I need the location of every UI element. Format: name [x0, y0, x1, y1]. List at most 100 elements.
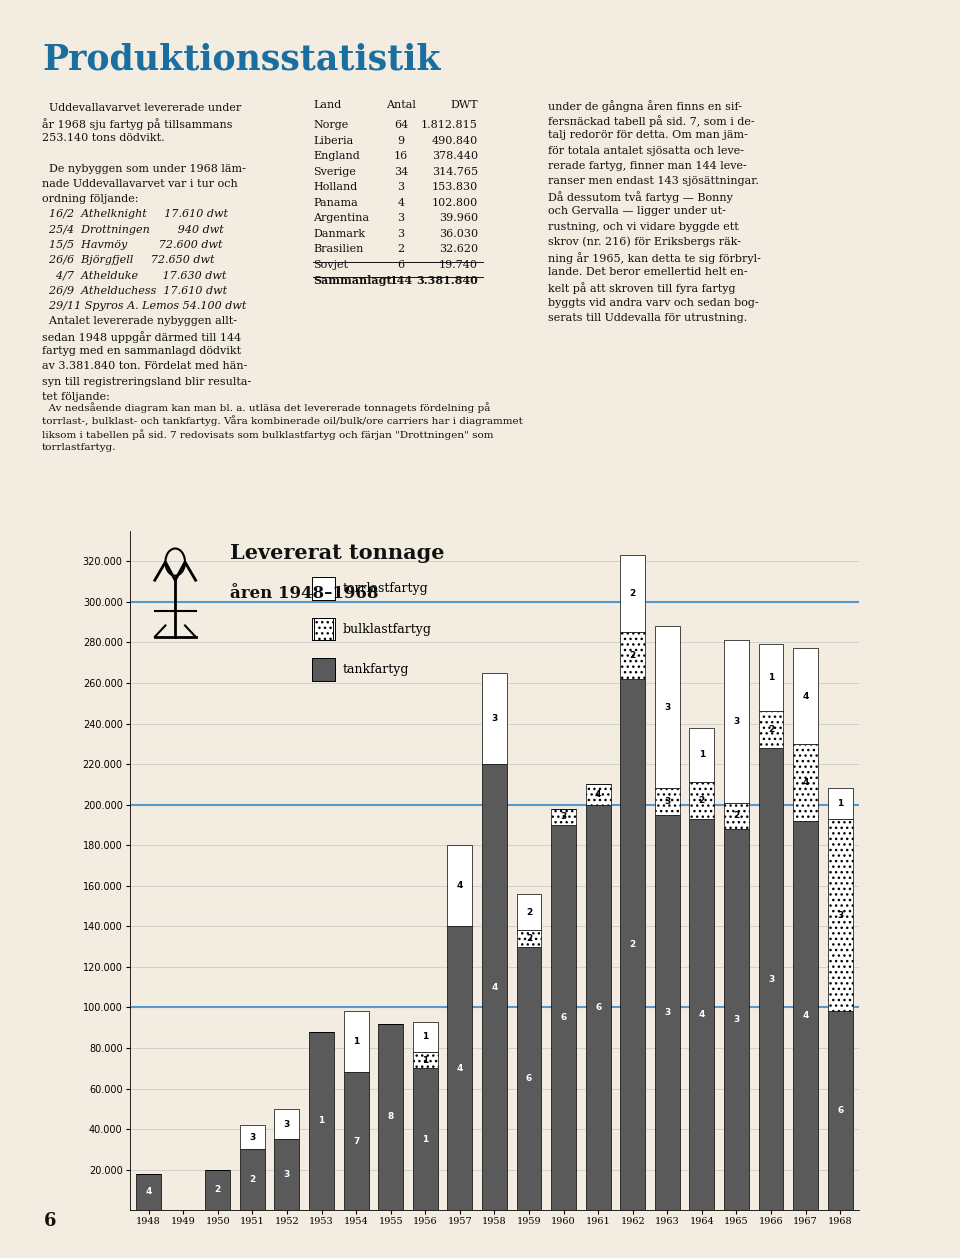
- Bar: [620, 633, 645, 679]
- Bar: [689, 727, 714, 782]
- Text: 4: 4: [492, 982, 497, 991]
- Text: 1: 1: [837, 799, 843, 808]
- Bar: [516, 894, 541, 931]
- Text: Av nedsående diagram kan man bl. a. utläsa det levererade tonnagets fördelning p: Av nedsående diagram kan man bl. a. utlä…: [42, 403, 491, 413]
- Text: lande. Det beror emellertid helt en-: lande. Det beror emellertid helt en-: [548, 267, 748, 277]
- Bar: [413, 1052, 438, 1068]
- Bar: [828, 789, 852, 819]
- Bar: [482, 673, 507, 764]
- Text: 4: 4: [699, 1010, 705, 1019]
- Text: serats till Uddevalla för utrustning.: serats till Uddevalla för utrustning.: [548, 313, 747, 323]
- Text: av 3.381.840 ton. Fördelat med hän-: av 3.381.840 ton. Fördelat med hän-: [42, 361, 248, 371]
- Text: 6: 6: [595, 1003, 601, 1011]
- Bar: [655, 789, 680, 815]
- Text: 3: 3: [397, 213, 404, 223]
- Text: tankfartyg: tankfartyg: [343, 663, 409, 676]
- Text: 3: 3: [733, 1015, 739, 1024]
- Text: 253.140 tons dödvikt.: 253.140 tons dödvikt.: [42, 133, 164, 143]
- Bar: [378, 1024, 403, 1210]
- Text: 34: 34: [394, 166, 408, 176]
- Bar: [447, 845, 472, 926]
- Text: bulklastfartyg: bulklastfartyg: [343, 623, 432, 635]
- Text: 1: 1: [353, 1038, 359, 1047]
- Bar: [620, 679, 645, 1210]
- Text: under de gångna åren finns en sif-: under de gångna åren finns en sif-: [548, 99, 742, 112]
- Text: 2: 2: [397, 244, 404, 254]
- Text: Antalet levererade nybyggen allt-: Antalet levererade nybyggen allt-: [42, 316, 237, 326]
- Text: Då dessutom två fartyg — Bonny: Då dessutom två fartyg — Bonny: [548, 191, 732, 203]
- Text: 19.740: 19.740: [439, 259, 478, 269]
- Bar: [586, 784, 611, 805]
- Text: fartyg med en sammanlagd dödvikt: fartyg med en sammanlagd dödvikt: [42, 346, 241, 356]
- Text: 4/7  Athelduke       17.630 dwt: 4/7 Athelduke 17.630 dwt: [42, 270, 227, 281]
- Text: 3.381.840: 3.381.840: [417, 276, 478, 286]
- Text: 39.960: 39.960: [439, 213, 478, 223]
- Text: 1: 1: [768, 673, 774, 682]
- Bar: [551, 825, 576, 1210]
- Text: 3: 3: [768, 975, 774, 984]
- Text: DWT: DWT: [450, 99, 478, 109]
- Text: kelt på att skroven till fyra fartyg: kelt på att skroven till fyra fartyg: [548, 282, 735, 294]
- Text: Sverige: Sverige: [313, 166, 356, 176]
- Text: 153.830: 153.830: [432, 182, 478, 192]
- Bar: [516, 931, 541, 946]
- Text: 3: 3: [397, 229, 404, 239]
- Bar: [413, 1021, 438, 1052]
- Text: 6: 6: [526, 1074, 532, 1083]
- Text: liksom i tabellen på sid. 7 redovisats som bulklastfartyg och färjan "Drottninge: liksom i tabellen på sid. 7 redovisats s…: [42, 429, 493, 440]
- Text: byggts vid andra varv och sedan bog-: byggts vid andra varv och sedan bog-: [548, 298, 758, 308]
- Text: 6: 6: [44, 1211, 57, 1230]
- Text: fersпäckad tabell på sid. 7, som i de-: fersпäckad tabell på sid. 7, som i de-: [548, 116, 755, 127]
- Text: Produktionsstatistik: Produktionsstatistik: [42, 43, 441, 77]
- Text: torrlast-, bulklast- och tankfartyg. Våra kombinerade oil/bulk/ore carriers har : torrlast-, bulklast- och tankfartyg. Vår…: [42, 415, 523, 426]
- Text: 6: 6: [837, 1106, 843, 1116]
- Text: 2: 2: [526, 907, 532, 917]
- Bar: [655, 626, 680, 789]
- Text: ranser men endast 143 sjösättningar.: ranser men endast 143 sjösättningar.: [548, 176, 758, 186]
- Bar: [758, 644, 783, 711]
- Text: Norge: Norge: [313, 121, 348, 130]
- Bar: [136, 1174, 161, 1210]
- Bar: [275, 1108, 300, 1140]
- Text: 25/4  Drottningen        940 dwt: 25/4 Drottningen 940 dwt: [42, 225, 224, 234]
- Text: Sovjet: Sovjet: [313, 259, 348, 269]
- Text: Brasilien: Brasilien: [313, 244, 364, 254]
- Text: 4: 4: [145, 1188, 152, 1196]
- Bar: [344, 1011, 369, 1072]
- Text: 4: 4: [803, 777, 808, 786]
- Text: 3: 3: [492, 715, 497, 723]
- Text: Panama: Panama: [313, 198, 358, 208]
- Text: ———————: ———————: [254, 613, 308, 623]
- Text: 1: 1: [699, 751, 705, 760]
- Text: 3: 3: [733, 717, 739, 726]
- Bar: [240, 1125, 265, 1150]
- Text: Danmark: Danmark: [313, 229, 365, 239]
- Text: ning år 1965, kan detta te sig förbryl-: ning år 1965, kan detta te sig förbryl-: [548, 252, 761, 264]
- Text: Liberia: Liberia: [313, 136, 353, 146]
- Text: 16/2  Athelknight     17.610 dwt: 16/2 Athelknight 17.610 dwt: [42, 209, 228, 219]
- Bar: [655, 815, 680, 1210]
- Text: ———————: ———————: [254, 572, 308, 582]
- Text: 3: 3: [837, 911, 843, 920]
- Text: 2: 2: [768, 725, 774, 735]
- Text: 102.800: 102.800: [432, 198, 478, 208]
- Text: 15/5  Havmöy         72.600 dwt: 15/5 Havmöy 72.600 dwt: [42, 240, 223, 250]
- Text: 32.620: 32.620: [439, 244, 478, 254]
- Text: 1: 1: [422, 1135, 428, 1144]
- Text: De nybyggen som under 1968 läm-: De nybyggen som under 1968 läm-: [42, 164, 246, 174]
- Text: talj redогör för detta. Om man jäm-: talj redогör för detta. Om man jäm-: [548, 131, 748, 141]
- Text: och Gervalla — ligger under ut-: och Gervalla — ligger under ut-: [548, 206, 726, 216]
- Text: 4: 4: [457, 1064, 463, 1073]
- Text: nade Uddevallavarvet var i tur och: nade Uddevallavarvet var i tur och: [42, 179, 238, 189]
- Bar: [793, 821, 818, 1210]
- Bar: [689, 819, 714, 1210]
- Text: England: England: [313, 151, 360, 161]
- Text: 1: 1: [422, 1033, 428, 1042]
- Bar: [240, 1150, 265, 1210]
- Text: åren 1948–1968: åren 1948–1968: [230, 585, 379, 603]
- Bar: [689, 782, 714, 819]
- Text: 4: 4: [397, 198, 404, 208]
- Text: 4: 4: [457, 882, 463, 891]
- Text: syn till registreringsland blir resulta-: syn till registreringsland blir resulta-: [42, 376, 252, 386]
- Text: 3: 3: [664, 1008, 670, 1016]
